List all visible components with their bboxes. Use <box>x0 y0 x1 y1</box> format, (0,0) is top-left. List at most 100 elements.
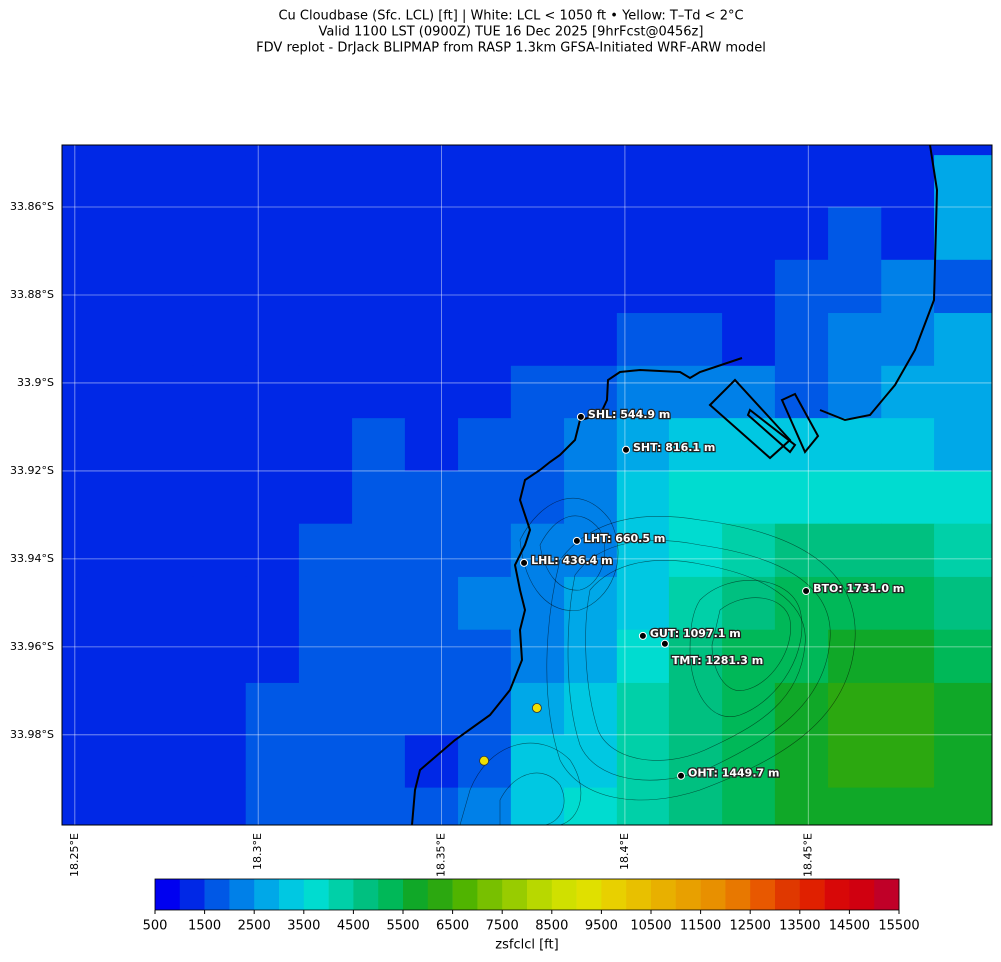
field-cell <box>510 523 565 578</box>
field-cell <box>404 682 459 736</box>
field-cell <box>404 155 459 208</box>
field-cell <box>510 145 565 156</box>
field-cell <box>668 418 723 472</box>
field-cell <box>298 734 353 789</box>
field-cell <box>828 470 882 525</box>
y-tick-label: 33.96°S <box>10 640 54 653</box>
colorbar-segment <box>229 879 255 910</box>
colorbar-segment <box>626 879 652 910</box>
field-cell <box>668 259 723 314</box>
field-cell <box>352 418 406 472</box>
field-cell <box>510 313 565 367</box>
field-cell <box>828 682 882 736</box>
field-cell <box>564 734 618 789</box>
field-cell <box>774 259 829 314</box>
field-cell <box>139 682 194 736</box>
field-cell <box>404 629 459 684</box>
field-cell <box>298 523 353 578</box>
field-cell <box>139 470 194 525</box>
field-cell <box>881 207 935 261</box>
field-cell <box>616 576 670 631</box>
field-cell <box>404 259 459 314</box>
colorbar-tick-label: 14500 <box>829 919 870 934</box>
field-cell <box>298 470 353 525</box>
field-cell <box>934 682 992 736</box>
field-cell <box>139 145 194 156</box>
field-cell <box>458 145 512 156</box>
colorbar-segment <box>824 879 850 910</box>
y-tick-label: 33.86°S <box>10 200 54 213</box>
field-cell <box>668 682 723 736</box>
field-cell <box>828 734 882 789</box>
field-cell <box>245 523 300 578</box>
field-cell <box>722 313 776 367</box>
colorbar-frame <box>154 878 900 911</box>
stations: SHL: 544.9 m SHT: 816.1 m LHT: 660.5 m LHL:… <box>479 407 906 781</box>
colorbar-tick-label: 15500 <box>878 919 919 934</box>
field-cell <box>934 145 992 156</box>
field-cell <box>86 365 141 419</box>
field-cell <box>298 418 353 472</box>
colorbar-segment <box>651 879 677 910</box>
colorbar-segment <box>452 879 478 910</box>
field-cell <box>192 418 247 472</box>
station-label: LHL: 436.4 m <box>531 554 613 567</box>
field-cell <box>774 734 829 789</box>
field-cell <box>828 313 882 367</box>
colorbar-segment <box>675 879 701 910</box>
colorbar-segment <box>576 879 602 910</box>
field-cell <box>458 629 512 684</box>
field-cell <box>774 365 829 419</box>
colorbar-tick-label: 3500 <box>287 919 320 934</box>
field-cell <box>139 365 194 419</box>
field-cell <box>86 145 141 156</box>
field-cell <box>828 523 882 578</box>
field-cell <box>774 145 829 156</box>
field-cell <box>86 629 141 684</box>
map-frame <box>61 144 993 826</box>
field-cell <box>616 155 670 208</box>
field-cell <box>881 734 935 789</box>
field-cell <box>564 313 618 367</box>
field-cell <box>139 207 194 261</box>
field-cell <box>139 629 194 684</box>
field-cell <box>192 629 247 684</box>
colorbar-tick-label: 6500 <box>436 919 469 934</box>
field-cell <box>86 470 141 525</box>
field-cell <box>139 313 194 367</box>
station-point <box>638 631 647 640</box>
field-cell <box>564 470 618 525</box>
field-cell <box>192 523 247 578</box>
field-cell <box>458 418 512 472</box>
field-cell <box>404 365 459 419</box>
field-cell <box>881 470 935 525</box>
station-point <box>572 536 581 545</box>
field-cell <box>86 418 141 472</box>
station-point <box>576 412 585 421</box>
field-cell <box>352 207 406 261</box>
y-tick-label: 33.9°S <box>17 376 54 389</box>
x-tick-label: 18.35°E <box>435 833 448 877</box>
colorbar-tick-label: 11500 <box>680 919 721 934</box>
field-cell <box>298 787 353 825</box>
field-cell <box>139 259 194 314</box>
x-tick-label: 18.4°E <box>618 833 631 870</box>
field-cell <box>139 523 194 578</box>
field-cell <box>404 576 459 631</box>
field-cell <box>139 787 194 825</box>
field-cell <box>616 207 670 261</box>
field-cell <box>139 576 194 631</box>
field-cell <box>352 259 406 314</box>
field-cell <box>139 418 194 472</box>
titles: Cu Cloudbase (Sfc. LCL) [ft] | White: LC… <box>256 9 766 56</box>
colorbar-segment <box>179 879 205 910</box>
field-cell <box>774 682 829 736</box>
colorbar-segment <box>303 879 329 910</box>
field-cell <box>352 787 406 825</box>
field-cell <box>245 365 300 419</box>
field-cell <box>934 155 992 208</box>
colorbar-segment <box>378 879 404 910</box>
field-cell <box>139 734 194 789</box>
